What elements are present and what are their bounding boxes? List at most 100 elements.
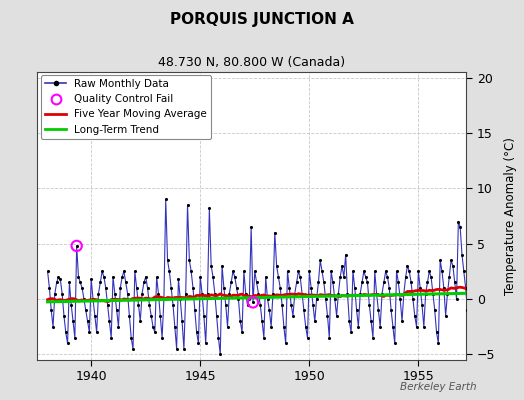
Point bbox=[342, 252, 350, 258]
Point bbox=[385, 285, 394, 291]
Point bbox=[352, 307, 361, 313]
Point bbox=[167, 285, 176, 291]
Point bbox=[176, 296, 184, 302]
Point bbox=[416, 285, 424, 291]
Point bbox=[381, 268, 390, 274]
Point bbox=[114, 324, 123, 330]
Point bbox=[83, 318, 92, 324]
Point bbox=[123, 290, 132, 297]
Point bbox=[191, 307, 199, 313]
Point bbox=[116, 285, 125, 291]
Point bbox=[94, 290, 103, 297]
Point bbox=[311, 318, 319, 324]
Point bbox=[472, 279, 481, 286]
Point bbox=[468, 263, 477, 269]
Point bbox=[169, 302, 177, 308]
Point bbox=[462, 285, 470, 291]
Point bbox=[239, 268, 248, 274]
Point bbox=[394, 279, 402, 286]
Point bbox=[227, 279, 235, 286]
Point bbox=[105, 318, 114, 324]
Point bbox=[460, 268, 468, 274]
Point bbox=[309, 302, 317, 308]
Point bbox=[85, 329, 94, 336]
Point bbox=[320, 279, 328, 286]
Point bbox=[465, 290, 474, 297]
Point bbox=[305, 268, 313, 274]
Point bbox=[414, 268, 422, 274]
Point bbox=[429, 290, 437, 297]
Point bbox=[478, 324, 486, 330]
Point bbox=[281, 340, 290, 346]
Point bbox=[369, 335, 377, 341]
Point bbox=[214, 335, 223, 341]
Point bbox=[89, 296, 97, 302]
Point bbox=[269, 290, 277, 297]
Point bbox=[220, 285, 228, 291]
Point bbox=[454, 218, 463, 225]
Point bbox=[327, 268, 335, 274]
Point bbox=[258, 318, 266, 324]
Point bbox=[223, 324, 232, 330]
Point bbox=[203, 290, 212, 297]
Point bbox=[387, 307, 395, 313]
Point bbox=[138, 290, 146, 297]
Point bbox=[267, 324, 275, 330]
Point bbox=[340, 274, 348, 280]
Point bbox=[323, 312, 332, 319]
Point bbox=[72, 243, 81, 249]
Point bbox=[51, 290, 59, 297]
Point bbox=[54, 274, 63, 280]
Point bbox=[358, 279, 366, 286]
Point bbox=[363, 279, 372, 286]
Point bbox=[374, 307, 383, 313]
Point bbox=[225, 290, 234, 297]
Point bbox=[329, 279, 337, 286]
Point bbox=[272, 263, 281, 269]
Point bbox=[432, 329, 441, 336]
Point bbox=[212, 312, 221, 319]
Point bbox=[209, 274, 217, 280]
Point bbox=[198, 290, 206, 297]
Point bbox=[423, 279, 432, 286]
Point bbox=[409, 296, 417, 302]
Point bbox=[243, 302, 252, 308]
Point bbox=[332, 312, 341, 319]
Point bbox=[270, 230, 279, 236]
Point bbox=[427, 274, 435, 280]
Point bbox=[431, 307, 439, 313]
Point bbox=[351, 285, 359, 291]
Point bbox=[354, 324, 363, 330]
Point bbox=[283, 268, 292, 274]
Point bbox=[222, 302, 230, 308]
Point bbox=[130, 268, 139, 274]
Point bbox=[109, 274, 117, 280]
Point bbox=[434, 340, 443, 346]
Text: PORQUIS JUNCTION A: PORQUIS JUNCTION A bbox=[170, 12, 354, 27]
Point bbox=[61, 329, 70, 336]
Point bbox=[205, 205, 214, 212]
Point bbox=[265, 307, 274, 313]
Point bbox=[216, 351, 224, 358]
Point bbox=[390, 340, 399, 346]
Point bbox=[396, 296, 405, 302]
Point bbox=[250, 268, 259, 274]
Point bbox=[147, 312, 156, 319]
Point bbox=[314, 279, 323, 286]
Point bbox=[218, 263, 226, 269]
Point bbox=[443, 290, 452, 297]
Point bbox=[196, 274, 204, 280]
Point bbox=[260, 335, 268, 341]
Point bbox=[292, 279, 301, 286]
Point bbox=[451, 279, 459, 286]
Point bbox=[458, 252, 466, 258]
Point bbox=[160, 296, 168, 302]
Point bbox=[447, 257, 455, 264]
Point bbox=[78, 285, 86, 291]
Point bbox=[118, 274, 126, 280]
Point bbox=[318, 268, 326, 274]
Point bbox=[174, 276, 183, 282]
Point bbox=[249, 299, 257, 306]
Point bbox=[410, 312, 419, 319]
Point bbox=[80, 296, 88, 302]
